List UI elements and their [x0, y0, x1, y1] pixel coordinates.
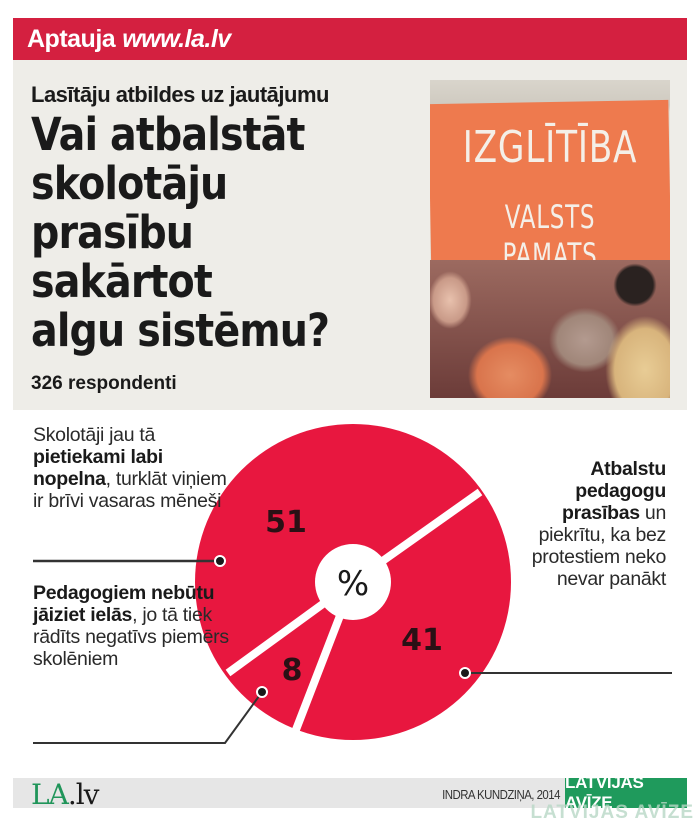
- pie-center-hole: [315, 544, 391, 620]
- logo-la: LA: [31, 778, 69, 811]
- watermark: LATVIJAS AVĪZE: [530, 802, 694, 822]
- value-label-8: 8: [282, 653, 303, 688]
- author-credit: INDRA KUNDZIŅA, 2014: [442, 787, 560, 802]
- pie-chart: % 51 41 8: [33, 424, 672, 744]
- header-bar: Aptauja www.la.lv: [13, 18, 687, 60]
- header-url[interactable]: www.la.lv: [122, 24, 231, 53]
- question-title: Vai atbalstāt skolotāju prasību sakārtot…: [31, 110, 383, 355]
- answer-label-8: Pedagogiem nebūtu jāiziet ielās, jo tā t…: [33, 582, 233, 670]
- value-label-51: 51: [265, 505, 307, 540]
- la-lv-logo[interactable]: LA.lv: [31, 778, 100, 811]
- footer-bar: LA.lv INDRA KUNDZIŅA, 2014 LATVIJAS AVĪZ…: [13, 773, 687, 812]
- answer-text-bold: pietiekami labi nopelna: [33, 446, 163, 490]
- banner-text-line1: IZGLĪTĪBA: [462, 122, 638, 173]
- question-line: sakārtot: [31, 255, 213, 308]
- value-label-41: 41: [401, 623, 443, 658]
- question-line: Vai atbalstāt: [31, 108, 305, 161]
- answer-label-41: Atbalstu pedagogu prasības un piekrītu, …: [506, 458, 667, 590]
- question-line: skolotāju: [31, 157, 228, 210]
- respondents-count: 326 respondenti: [31, 373, 177, 394]
- answer-text: un piekrītu, ka bez protestiem neko neva…: [531, 502, 667, 590]
- answer-text: , turklāt viņiem ir brīvi vasaras mēneši: [33, 468, 227, 512]
- answer-text: , jo tā tiek rādīts negatīvs piemērs sko…: [33, 604, 229, 670]
- subtitle: Lasītāju atbildes uz jautājumu: [31, 82, 329, 107]
- answer-label-51: Skolotāji jau tā pietiekami labi nopelna…: [33, 424, 233, 512]
- logo-lv: .lv: [67, 778, 100, 811]
- header-label: Aptauja: [27, 24, 116, 53]
- center-percent-label: %: [337, 564, 369, 604]
- leader-line-8: [33, 691, 263, 744]
- latvijas-avize-brand: LATVIJAS AVĪZE: [565, 773, 687, 812]
- pie-chart-area: % 51 41 8 Skolotāji jau tā pietiekami la…: [0, 410, 700, 770]
- protest-photo: IZGLĪTĪBA VALSTS PAMATS: [430, 80, 670, 398]
- answer-text-bold: Atbalstu pedagogu prasības: [561, 458, 666, 524]
- leader-dot-8: [256, 686, 268, 698]
- question-line: prasību: [31, 206, 194, 259]
- crowd-image: [430, 260, 670, 398]
- answer-text: Skolotāji jau tā: [33, 424, 156, 446]
- leader-dot-41: [459, 667, 471, 679]
- answer-text-bold: Pedagogiem nebūtu jāiziet ielās: [33, 582, 215, 626]
- question-line: algu sistēmu?: [31, 304, 330, 357]
- leader-dot-51: [214, 555, 226, 567]
